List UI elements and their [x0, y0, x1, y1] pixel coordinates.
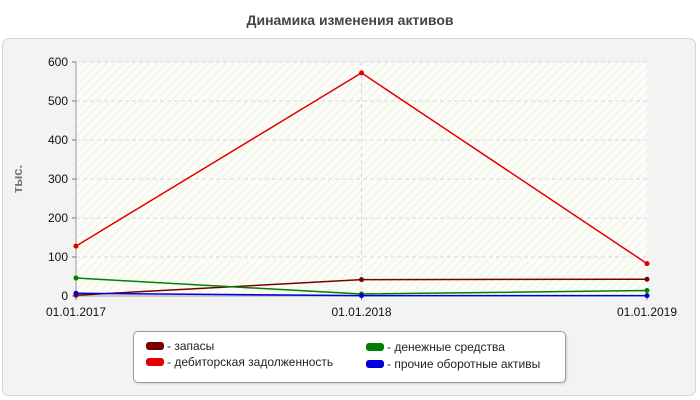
legend-item: - дебиторская задолженность [146, 355, 333, 369]
legend-swatch [146, 342, 164, 350]
data-point [644, 261, 650, 267]
legend-swatch [146, 358, 164, 366]
legend: - запасы - дебиторская задолженность - ден… [133, 331, 566, 383]
x-tick-label: 01.01.2017 [46, 305, 106, 319]
y-axis-label: тыс. [10, 165, 25, 193]
x-tick-label: 01.01.2019 [617, 305, 677, 319]
y-tick-label: 400 [48, 133, 68, 147]
legend-swatch [366, 343, 384, 351]
data-point [644, 293, 650, 299]
data-point [359, 70, 364, 76]
data-point [644, 288, 650, 294]
legend-label: - дебиторская задолженность [167, 355, 334, 369]
legend-label: - денежные средства [387, 340, 505, 354]
legend-swatch [366, 360, 384, 368]
data-point [73, 243, 79, 249]
legend-label: - запасы [167, 339, 215, 353]
y-tick-label: 100 [48, 250, 68, 264]
legend-label: - прочие оборотные активы [387, 357, 541, 371]
legend-item: - прочие оборотные активы [366, 357, 540, 371]
data-point [73, 275, 79, 281]
legend-item: - денежные средства [366, 340, 505, 354]
y-tick-label: 300 [48, 172, 68, 186]
chart-title: Динамика изменения активов [246, 12, 454, 28]
legend-item: - запасы [146, 339, 214, 353]
data-point [73, 290, 79, 296]
y-tick-label: 500 [48, 94, 68, 108]
data-point [359, 293, 364, 299]
y-tick-label: 0 [61, 289, 68, 303]
data-point [644, 276, 650, 282]
x-tick-label: 01.01.2018 [331, 305, 391, 319]
y-tick-label: 200 [48, 211, 68, 225]
data-point [359, 277, 364, 283]
y-tick-label: 600 [48, 55, 68, 69]
